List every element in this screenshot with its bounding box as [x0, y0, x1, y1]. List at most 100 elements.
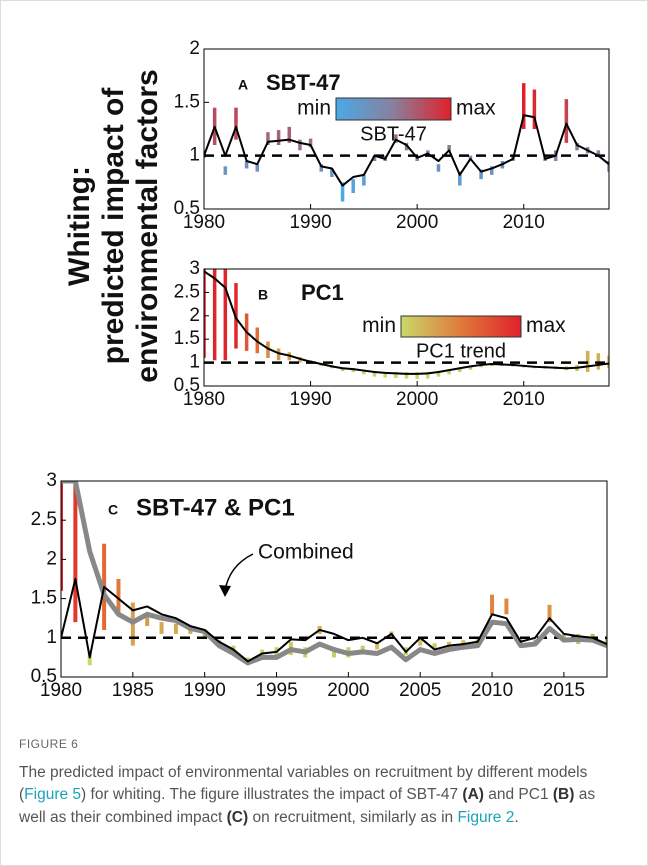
- range-bar: [61, 481, 63, 591]
- plot-area: [204, 269, 609, 379]
- colorbar-max: max: [526, 314, 566, 337]
- x-tick-label: 1995: [255, 680, 297, 701]
- panel-title: SBT-47 & PC1: [136, 494, 295, 521]
- plot-area: [61, 481, 607, 666]
- range-bar: [446, 641, 451, 648]
- range-bar: [375, 643, 380, 650]
- range-bar: [212, 269, 217, 361]
- x-tick-label: 1990: [289, 212, 331, 233]
- y-tick-label: 1: [189, 145, 200, 166]
- range-bar: [490, 166, 494, 175]
- colorbar: [335, 97, 452, 121]
- series-line: [204, 114, 609, 187]
- range-bar: [458, 367, 462, 372]
- colorbar-min: min: [362, 314, 396, 337]
- x-tick-label: 2010: [503, 212, 545, 233]
- range-bar: [308, 138, 313, 148]
- range-bar: [394, 134, 398, 143]
- range-bar: [479, 169, 483, 180]
- y-tick-label: 2: [46, 548, 57, 569]
- caption-link[interactable]: Figure 2: [457, 808, 515, 826]
- caption: FIGURE 6 The predicted impact of environ…: [19, 733, 619, 829]
- range-bar: [204, 269, 206, 358]
- x-tick-label: 2000: [396, 389, 438, 410]
- range-bar: [547, 604, 552, 623]
- range-bar: [404, 371, 409, 379]
- y-label: Whiting: predicted impact of environment…: [63, 69, 164, 382]
- range-bar: [276, 130, 281, 145]
- axes-frame: [203, 268, 610, 387]
- caption-part: The predicted impact of environmental va…: [19, 763, 588, 804]
- x-tick-label: 1985: [112, 680, 154, 701]
- range-bar: [244, 161, 249, 169]
- panel: 0.51 1.52 2.53 1980 1990 2000 2010 B PC1 min max PC…: [174, 258, 610, 410]
- caption-link[interactable]: Figure 5: [24, 786, 82, 803]
- range-bar: [351, 179, 355, 193]
- range-bar: [73, 481, 78, 623]
- caption-part: (B): [552, 786, 575, 803]
- y-tick-label: 1.5: [174, 328, 200, 349]
- range-bar: [116, 579, 121, 615]
- y-tick-label: 3: [46, 470, 57, 491]
- range-bar: [372, 371, 377, 377]
- x-tick-label: 1990: [289, 389, 331, 410]
- y-tick-label: 0.5: [174, 198, 200, 219]
- panel-letter: A: [238, 77, 248, 93]
- panel-title: PC1: [301, 280, 344, 305]
- panel-letter: B: [258, 287, 268, 303]
- panel: 0.5 1 1.5 2 2.5 3 1980 1985 1990 1995 2000 2005 2010…: [31, 470, 608, 701]
- y-tick-label: 1: [46, 627, 57, 648]
- range-bar: [298, 139, 302, 151]
- colorbar: [400, 315, 522, 338]
- range-bar: [532, 89, 537, 129]
- range-bar: [173, 623, 178, 634]
- range-bar: [564, 99, 569, 143]
- y-tick-label: 2.5: [174, 281, 200, 302]
- range-bar: [605, 637, 607, 646]
- range-bar: [188, 628, 193, 634]
- range-bar: [415, 371, 419, 379]
- x-tick-label: 2015: [543, 680, 585, 701]
- range-bar: [340, 182, 345, 202]
- series-line: [204, 270, 609, 375]
- caption-text: The predicted impact of environmental va…: [19, 762, 619, 830]
- x-tick-label: 2000: [396, 212, 438, 233]
- range-bar: [372, 155, 377, 161]
- range-bar: [383, 371, 387, 378]
- caption-part: ) for whiting. The figure illustrates th…: [81, 786, 463, 803]
- range-bar: [436, 371, 441, 377]
- range-bar: [458, 171, 462, 186]
- y-tick-label: 1.5: [174, 91, 200, 112]
- x-tick-label: 2010: [503, 389, 545, 410]
- y-label-line: predicted impact of: [97, 87, 130, 365]
- y-tick-label: 2: [189, 305, 200, 326]
- range-bar: [159, 622, 164, 634]
- range-bar: [330, 168, 334, 177]
- y-tick-label: 1.5: [31, 588, 57, 609]
- plot-area: [204, 83, 609, 202]
- series-line: [61, 578, 607, 663]
- y-label-line: Whiting:: [63, 166, 96, 286]
- range-bar: [607, 355, 609, 369]
- y-tick-label: 0.5: [174, 375, 200, 396]
- y-tick-label: 1: [189, 352, 200, 373]
- axes-frame: [60, 480, 608, 678]
- x-tick-label: 2010: [471, 680, 513, 701]
- caption-label: FIGURE 6: [19, 737, 79, 751]
- range-bar: [461, 640, 466, 646]
- range-bar: [266, 341, 270, 358]
- colorbar-label: PC1 trend: [416, 340, 506, 362]
- y-tick-label: 2: [189, 38, 200, 59]
- x-tick-label: 1980: [183, 389, 225, 410]
- x-tick-label: 1990: [184, 680, 226, 701]
- range-bar: [432, 643, 437, 650]
- range-bar: [575, 142, 579, 151]
- range-bar: [287, 126, 292, 143]
- x-tick-label: 1980: [40, 680, 82, 701]
- y-tick-label: 0.5: [31, 666, 57, 687]
- annotation-arrow: [224, 553, 254, 592]
- axes-frame: [203, 48, 610, 210]
- annotation-arrowhead: [219, 585, 231, 597]
